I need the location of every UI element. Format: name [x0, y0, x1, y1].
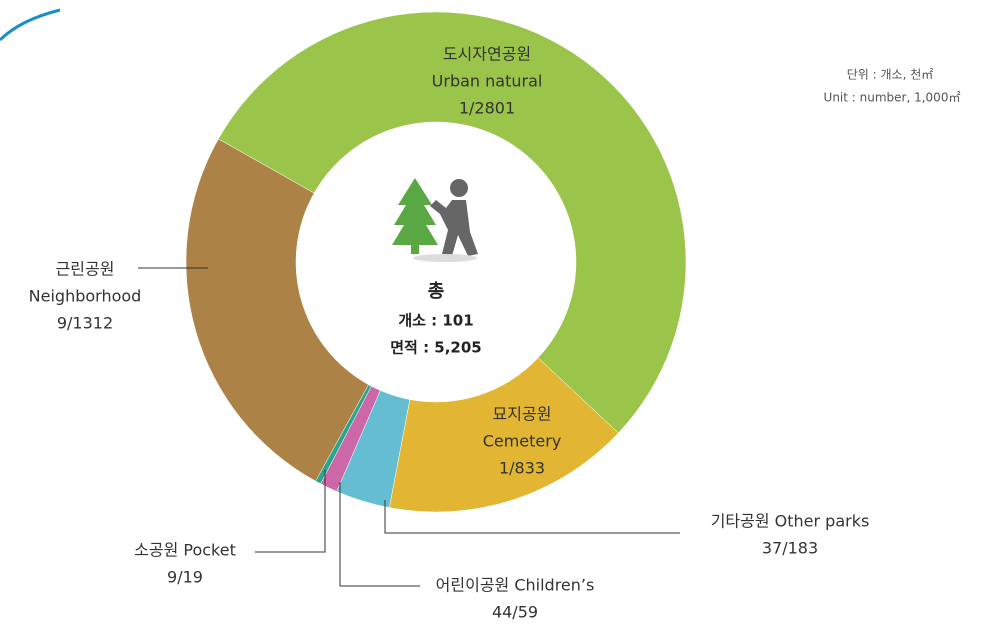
value-label: 1/2801	[459, 99, 515, 118]
unit-en: Unit : number, 1,000㎡	[824, 91, 961, 105]
slice-label: 기타공원 Other parks	[711, 512, 870, 531]
slice-label: 소공원 Pocket	[134, 541, 236, 560]
value-label: 1/833	[499, 459, 545, 478]
center-count: 개소 : 101	[398, 312, 473, 330]
slice-label: Urban natural	[432, 72, 543, 91]
leader-line	[384, 500, 680, 534]
donut-slice	[218, 11, 687, 434]
value-label: 9/19	[167, 568, 203, 587]
leader-line	[339, 482, 420, 587]
unit-ko: 단위 : 개소, 천㎡	[847, 67, 934, 82]
center-title: 총	[428, 281, 445, 302]
donut-slice	[336, 390, 411, 508]
value-label: 44/59	[492, 603, 538, 622]
logo-arc	[0, 8, 61, 42]
leader-line	[255, 470, 326, 553]
center-area: 면적 : 5,205	[390, 339, 482, 357]
value-label: 37/183	[762, 539, 818, 558]
donut-slice	[389, 357, 619, 513]
value-label: 9/1312	[57, 314, 113, 333]
slice-label: 어린이공원 Children’s	[436, 576, 595, 595]
donut-slice	[185, 138, 369, 482]
donut-slice	[320, 385, 381, 492]
donut-slice	[315, 384, 372, 485]
slice-label: 근린공원	[56, 260, 115, 279]
slice-label: Neighborhood	[29, 287, 142, 306]
center-icon	[392, 178, 478, 262]
slice-label: Cemetery	[483, 432, 562, 451]
slice-label: 묘지공원	[493, 405, 552, 424]
slice-label: 도시자연공원	[443, 45, 531, 64]
